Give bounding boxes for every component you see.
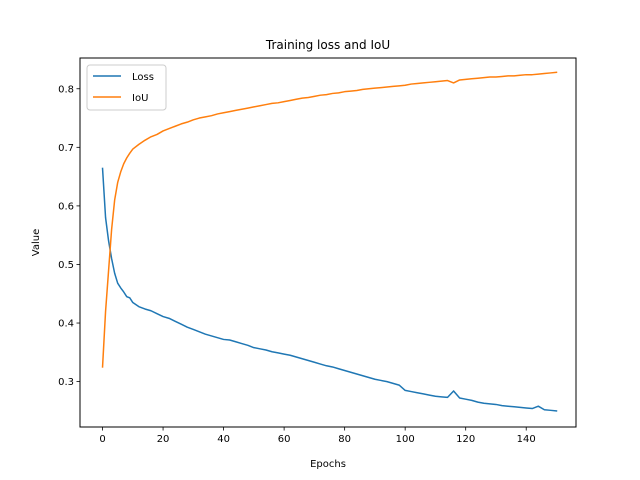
y-tick-label: 0.7 [58, 143, 74, 154]
chart-title: Training loss and IoU [265, 38, 390, 52]
y-tick-label: 0.3 [58, 377, 74, 388]
legend: Loss IoU [86, 64, 167, 111]
x-axis: 0 20 40 60 80 100 120 140 [99, 427, 536, 445]
plot-area [101, 71, 558, 412]
x-tick-label: 20 [157, 434, 170, 445]
x-tick-label: 0 [99, 434, 105, 445]
y-tick-label: 0.6 [58, 201, 74, 212]
y-tick-label: 0.5 [58, 260, 74, 271]
y-axis: 0.3 0.4 0.5 0.6 0.7 0.8 [58, 84, 80, 388]
legend-label-iou: IoU [132, 93, 148, 104]
x-tick-label: 140 [517, 434, 536, 445]
series-line-iou [101, 71, 558, 368]
series-line-loss [101, 167, 558, 412]
legend-label-loss: Loss [132, 72, 154, 83]
x-tick-label: 60 [278, 434, 291, 445]
y-tick-label: 0.4 [58, 319, 74, 330]
legend-box [86, 64, 167, 111]
y-axis-label: Value [31, 229, 42, 256]
y-tick-label: 0.8 [58, 84, 74, 95]
x-tick-label: 120 [456, 434, 475, 445]
x-tick-label: 80 [338, 434, 351, 445]
axes-frame [79, 57, 577, 428]
x-tick-label: 100 [396, 434, 415, 445]
x-axis-label: Epochs [310, 459, 346, 470]
x-tick-label: 40 [217, 434, 230, 445]
